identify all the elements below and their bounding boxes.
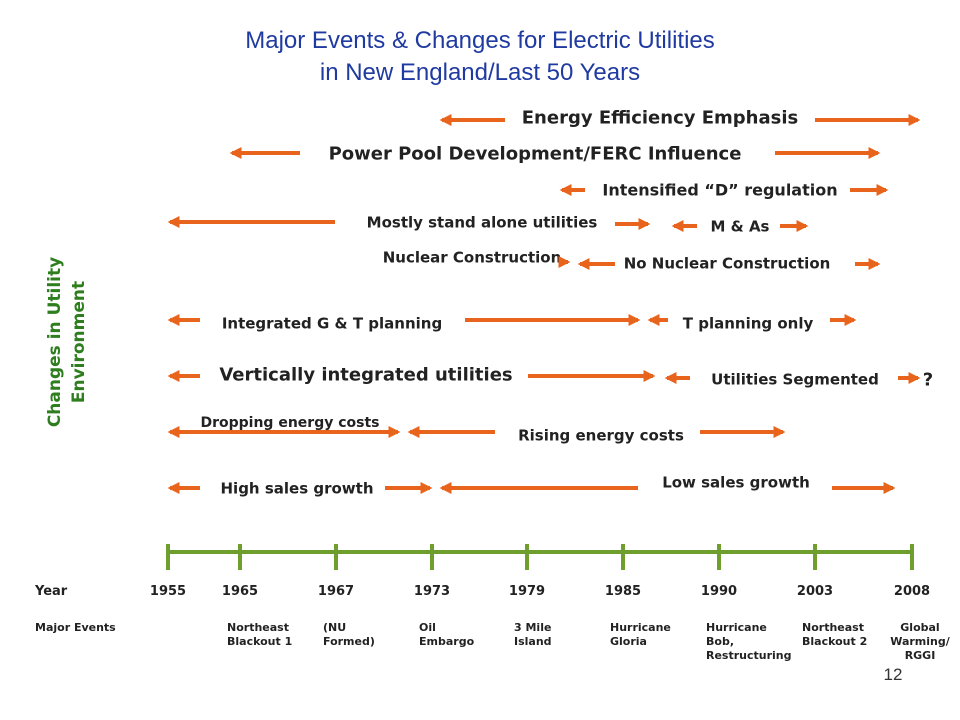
title-line: Major Events & Changes for Electric Util… [245,27,715,54]
page-number: 12 [884,665,903,684]
change-label: Utilities Segmented [711,370,879,388]
change-label: Integrated G & T planning [222,314,442,332]
side-label: Changes in Utility [45,257,65,427]
change-label: ? [923,369,933,390]
change-label: Mostly stand alone utilities [367,213,598,231]
year: 1979 [509,584,545,599]
year: 2008 [894,584,930,599]
year: 2003 [797,584,833,599]
change-label: Rising energy costs [518,426,684,444]
event: Gloria [610,635,647,648]
event: Embargo [419,635,475,648]
event: Hurricane [706,621,767,634]
year: 1985 [605,584,641,599]
change-label: Dropping energy costs [200,415,379,431]
event: Global [900,621,939,634]
event: Warming/ [890,635,951,648]
event: (NU [323,621,346,634]
event: Formed) [323,635,375,648]
change-label: No Nuclear Construction [624,254,831,272]
change-label: Power Pool Development/FERC Influence [329,143,742,164]
change-label: Nuclear Construction [383,248,562,266]
event: 3 Mile [514,621,551,634]
event: RGGI [905,649,936,662]
change-label: M & As [711,217,770,235]
change-label: Intensified “D” regulation [602,181,837,200]
change-label: T planning only [683,314,814,332]
events-label: Major Events [35,621,116,634]
title-line: in New England/Last 50 Years [320,59,640,86]
year-label: Year [34,584,68,599]
event: Northeast [802,621,864,634]
event: Island [514,635,552,648]
year: 1990 [701,584,737,599]
event: Restructuring [706,649,792,662]
event: Hurricane [610,621,671,634]
event: Blackout 1 [227,635,292,648]
year: 1955 [150,584,186,599]
event: Bob, [706,635,734,648]
year: 1967 [318,584,354,599]
change-label: High sales growth [221,479,374,497]
year: 1973 [414,584,450,599]
year: 1965 [222,584,258,599]
event: Blackout 2 [802,635,867,648]
event: Oil [419,621,436,634]
side-label: Environment [69,281,89,403]
change-label: Vertically integrated utilities [219,364,512,385]
change-label: Low sales growth [662,473,810,491]
change-label: Energy Efficiency Emphasis [522,107,798,128]
event: Northeast [227,621,289,634]
